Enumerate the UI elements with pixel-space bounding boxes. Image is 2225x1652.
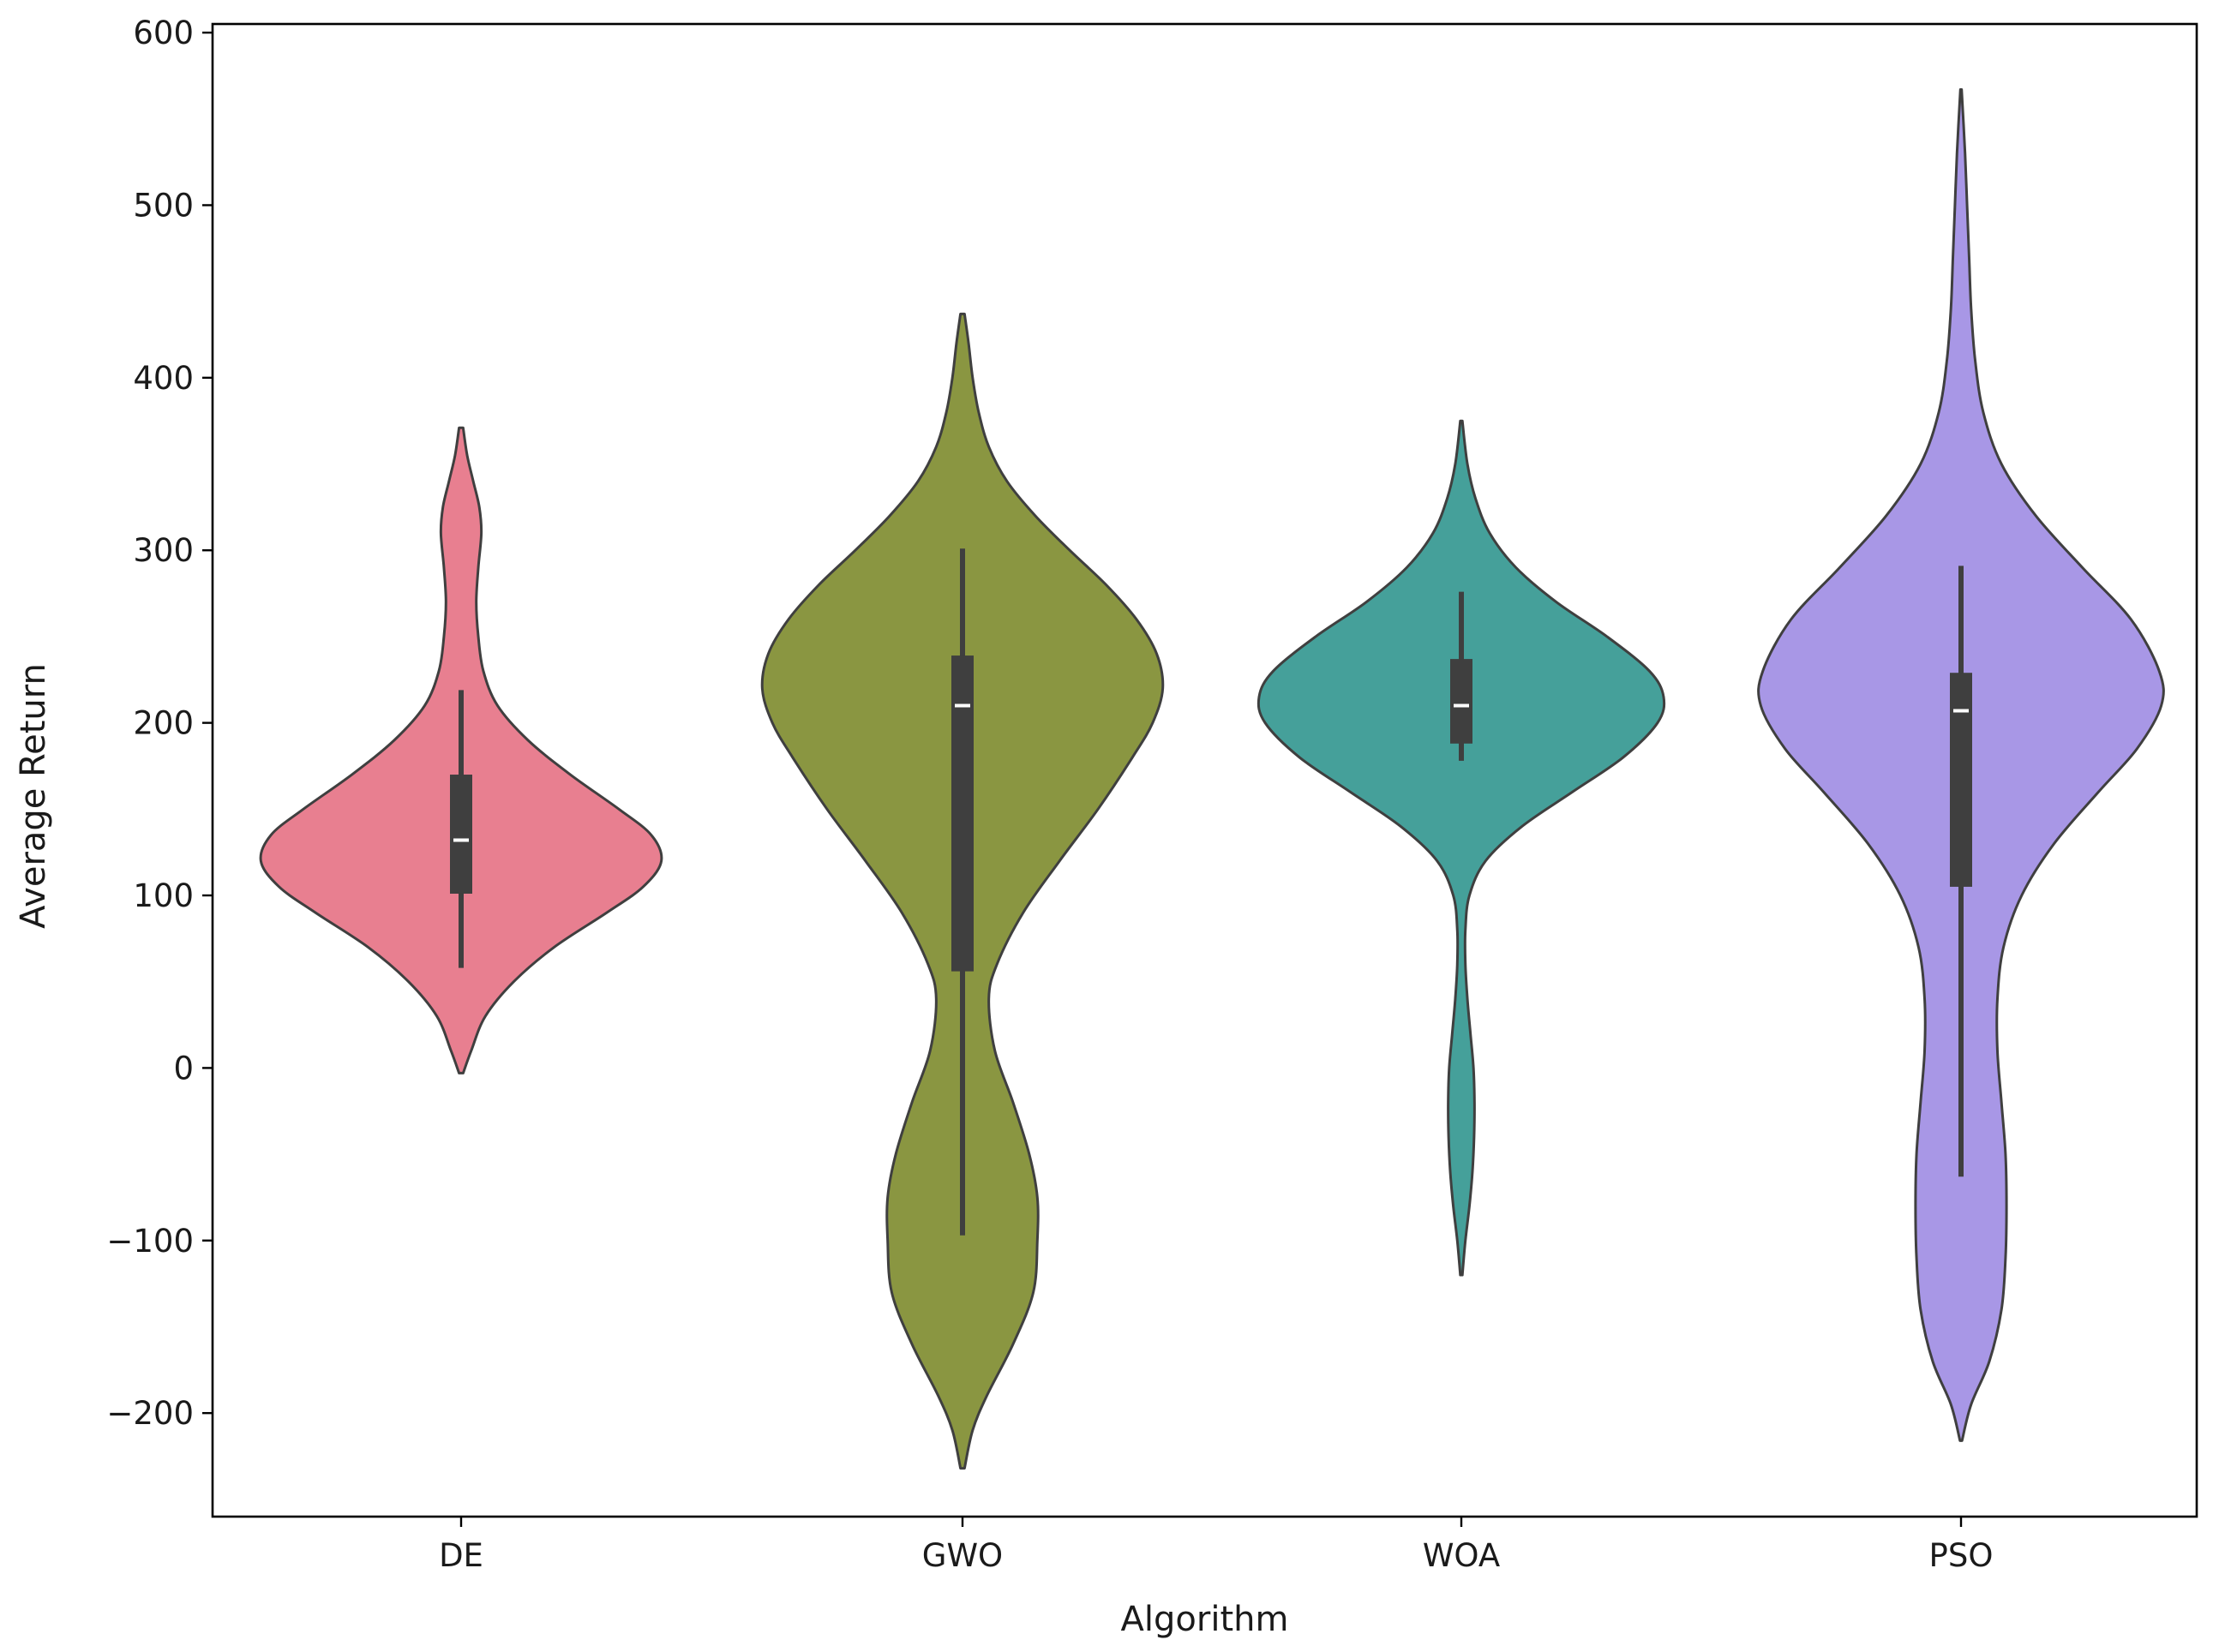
iqr-box-de bbox=[450, 775, 472, 894]
x-axis-ticks: DE GWO WOA PSO bbox=[439, 1517, 1993, 1574]
violin-body-woa bbox=[1256, 419, 1666, 1277]
y-tick-label: 100 bbox=[133, 877, 194, 914]
y-tick-label: 500 bbox=[133, 187, 194, 224]
iqr-box-gwo bbox=[951, 655, 974, 972]
y-tick-label: 400 bbox=[133, 360, 194, 397]
violin-pso bbox=[1757, 88, 2165, 1442]
x-tick-label-gwo: GWO bbox=[922, 1537, 1003, 1574]
x-axis-label: Algorithm bbox=[1121, 1600, 1289, 1639]
y-tick-label: 200 bbox=[133, 705, 194, 742]
y-tick-label: −200 bbox=[106, 1395, 194, 1432]
violin-gwo bbox=[760, 312, 1165, 1470]
iqr-box-woa bbox=[1450, 659, 1472, 744]
y-tick-label: 300 bbox=[133, 532, 194, 569]
violins-layer bbox=[259, 88, 2165, 1470]
x-tick-label-pso: PSO bbox=[1929, 1537, 1994, 1574]
violin-de bbox=[259, 426, 663, 1074]
y-tick-label: 600 bbox=[133, 15, 194, 51]
y-axis-ticks: −200 −100 0 100 200 300 400 500 600 bbox=[106, 15, 213, 1432]
x-tick-label-woa: WOA bbox=[1423, 1537, 1500, 1574]
violin-woa bbox=[1256, 419, 1666, 1277]
iqr-box-pso bbox=[1950, 673, 1972, 887]
y-axis-label: Average Return bbox=[14, 663, 53, 929]
plot-frame bbox=[211, 22, 2198, 1518]
y-tick-label: −100 bbox=[106, 1223, 194, 1260]
x-tick-label-de: DE bbox=[439, 1537, 483, 1574]
y-tick-label: 0 bbox=[173, 1050, 194, 1086]
